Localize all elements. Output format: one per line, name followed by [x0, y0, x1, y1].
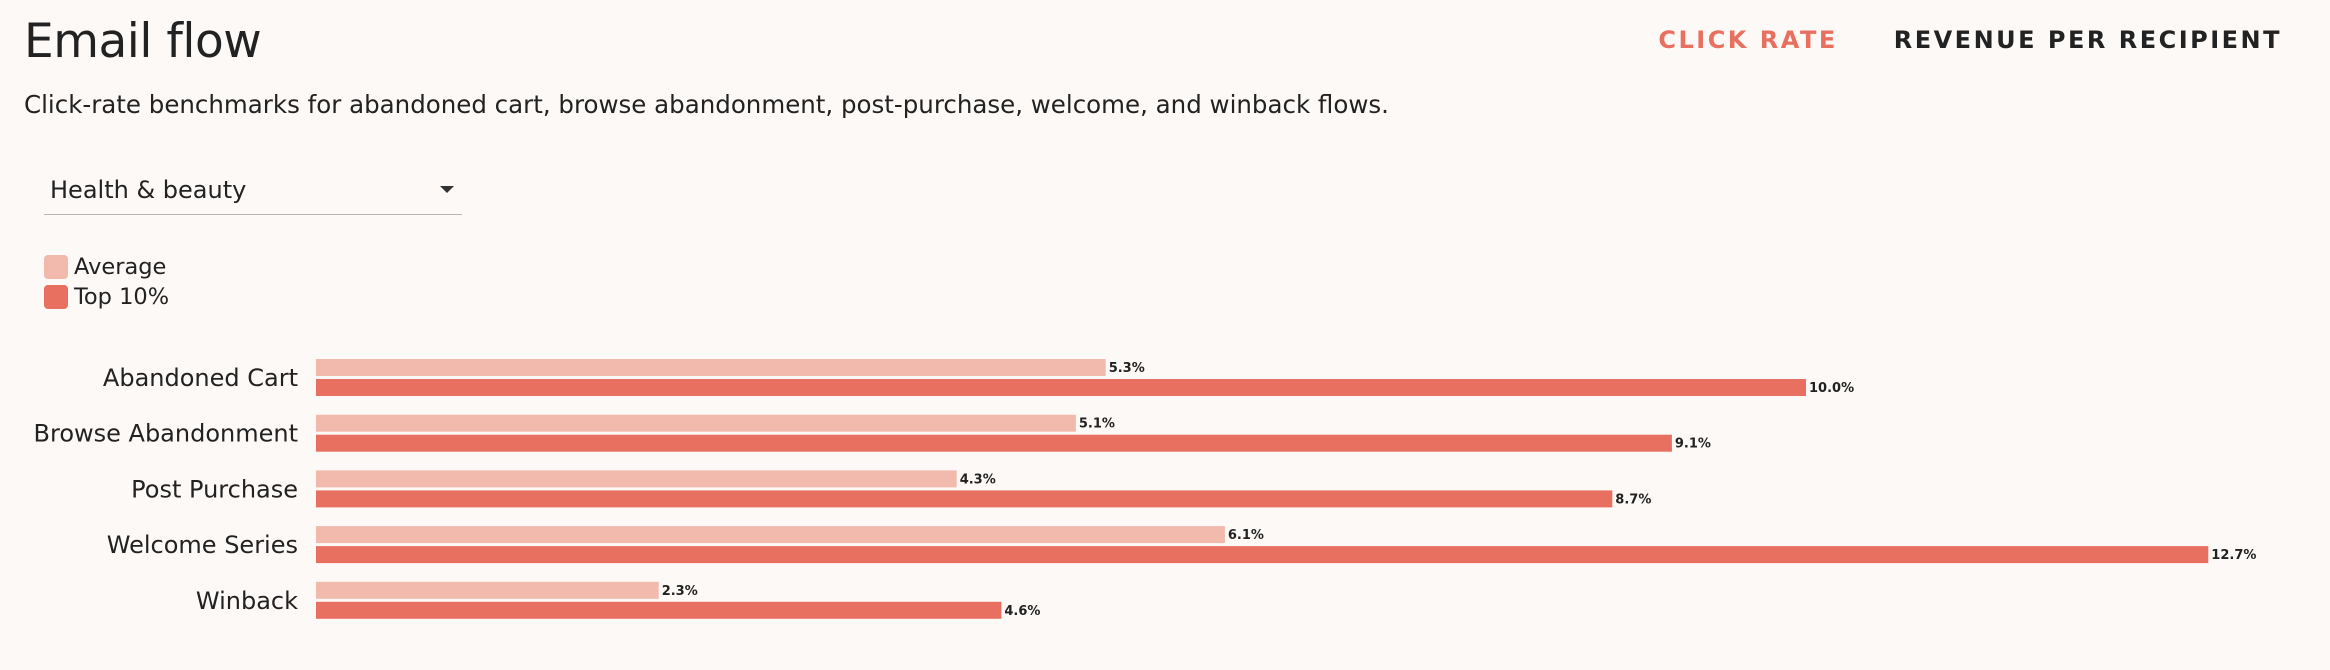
bar-top-post-purchase: [316, 490, 1613, 508]
category-label-abandoned-cart: Abandoned Cart: [103, 364, 298, 392]
data-label-top-winback: 4.6%: [1004, 604, 1040, 619]
legend-swatch-average: [44, 255, 68, 279]
legend-swatch-top: [44, 285, 68, 309]
data-label-average-winback: 2.3%: [662, 584, 698, 599]
data-label-average-post-purchase: 4.3%: [960, 472, 996, 487]
bar-top-abandoned-cart: [316, 379, 1806, 396]
page-title: Email flow: [24, 14, 262, 69]
category-label-winback: Winback: [196, 587, 298, 615]
data-label-average-welcome-series: 6.1%: [1228, 528, 1264, 543]
industry-select[interactable]: Health & beauty: [44, 170, 462, 215]
page-subtitle: Click-rate benchmarks for abandoned cart…: [24, 90, 1389, 119]
bar-average-post-purchase: [316, 470, 957, 488]
chevron-down-icon: [440, 186, 454, 193]
legend-item-top: Top 10%: [44, 282, 169, 312]
legend-item-average: Average: [44, 252, 169, 282]
bar-average-welcome-series: [316, 526, 1225, 544]
chart-legend: Average Top 10%: [44, 252, 169, 312]
legend-label-average: Average: [74, 254, 167, 280]
bar-average-abandoned-cart: [316, 359, 1106, 376]
bar-average-winback: [316, 581, 659, 599]
data-label-top-abandoned-cart: 10.0%: [1809, 381, 1854, 396]
data-label-top-welcome-series: 12.7%: [2211, 548, 2256, 563]
data-label-top-browse-abandonment: 9.1%: [1675, 437, 1711, 452]
bar-top-welcome-series: [316, 546, 2209, 564]
category-label-post-purchase: Post Purchase: [131, 475, 298, 503]
legend-label-top: Top 10%: [74, 284, 170, 310]
data-label-top-post-purchase: 8.7%: [1615, 492, 1651, 507]
bar-top-browse-abandonment: [316, 434, 1672, 452]
bar-top-winback: [316, 601, 1002, 619]
metric-tabs: CLICK RATE REVENUE PER RECIPIENT: [1658, 26, 2282, 54]
data-label-average-abandoned-cart: 5.3%: [1109, 361, 1145, 376]
tab-revenue-per-recipient[interactable]: REVENUE PER RECIPIENT: [1893, 26, 2282, 54]
industry-select-value: Health & beauty: [50, 176, 247, 204]
category-label-browse-abandonment: Browse Abandonment: [34, 420, 298, 448]
data-label-average-browse-abandonment: 5.1%: [1079, 417, 1115, 432]
tab-click-rate[interactable]: CLICK RATE: [1658, 26, 1838, 54]
bar-average-browse-abandonment: [316, 414, 1076, 432]
category-label-welcome-series: Welcome Series: [107, 531, 298, 559]
